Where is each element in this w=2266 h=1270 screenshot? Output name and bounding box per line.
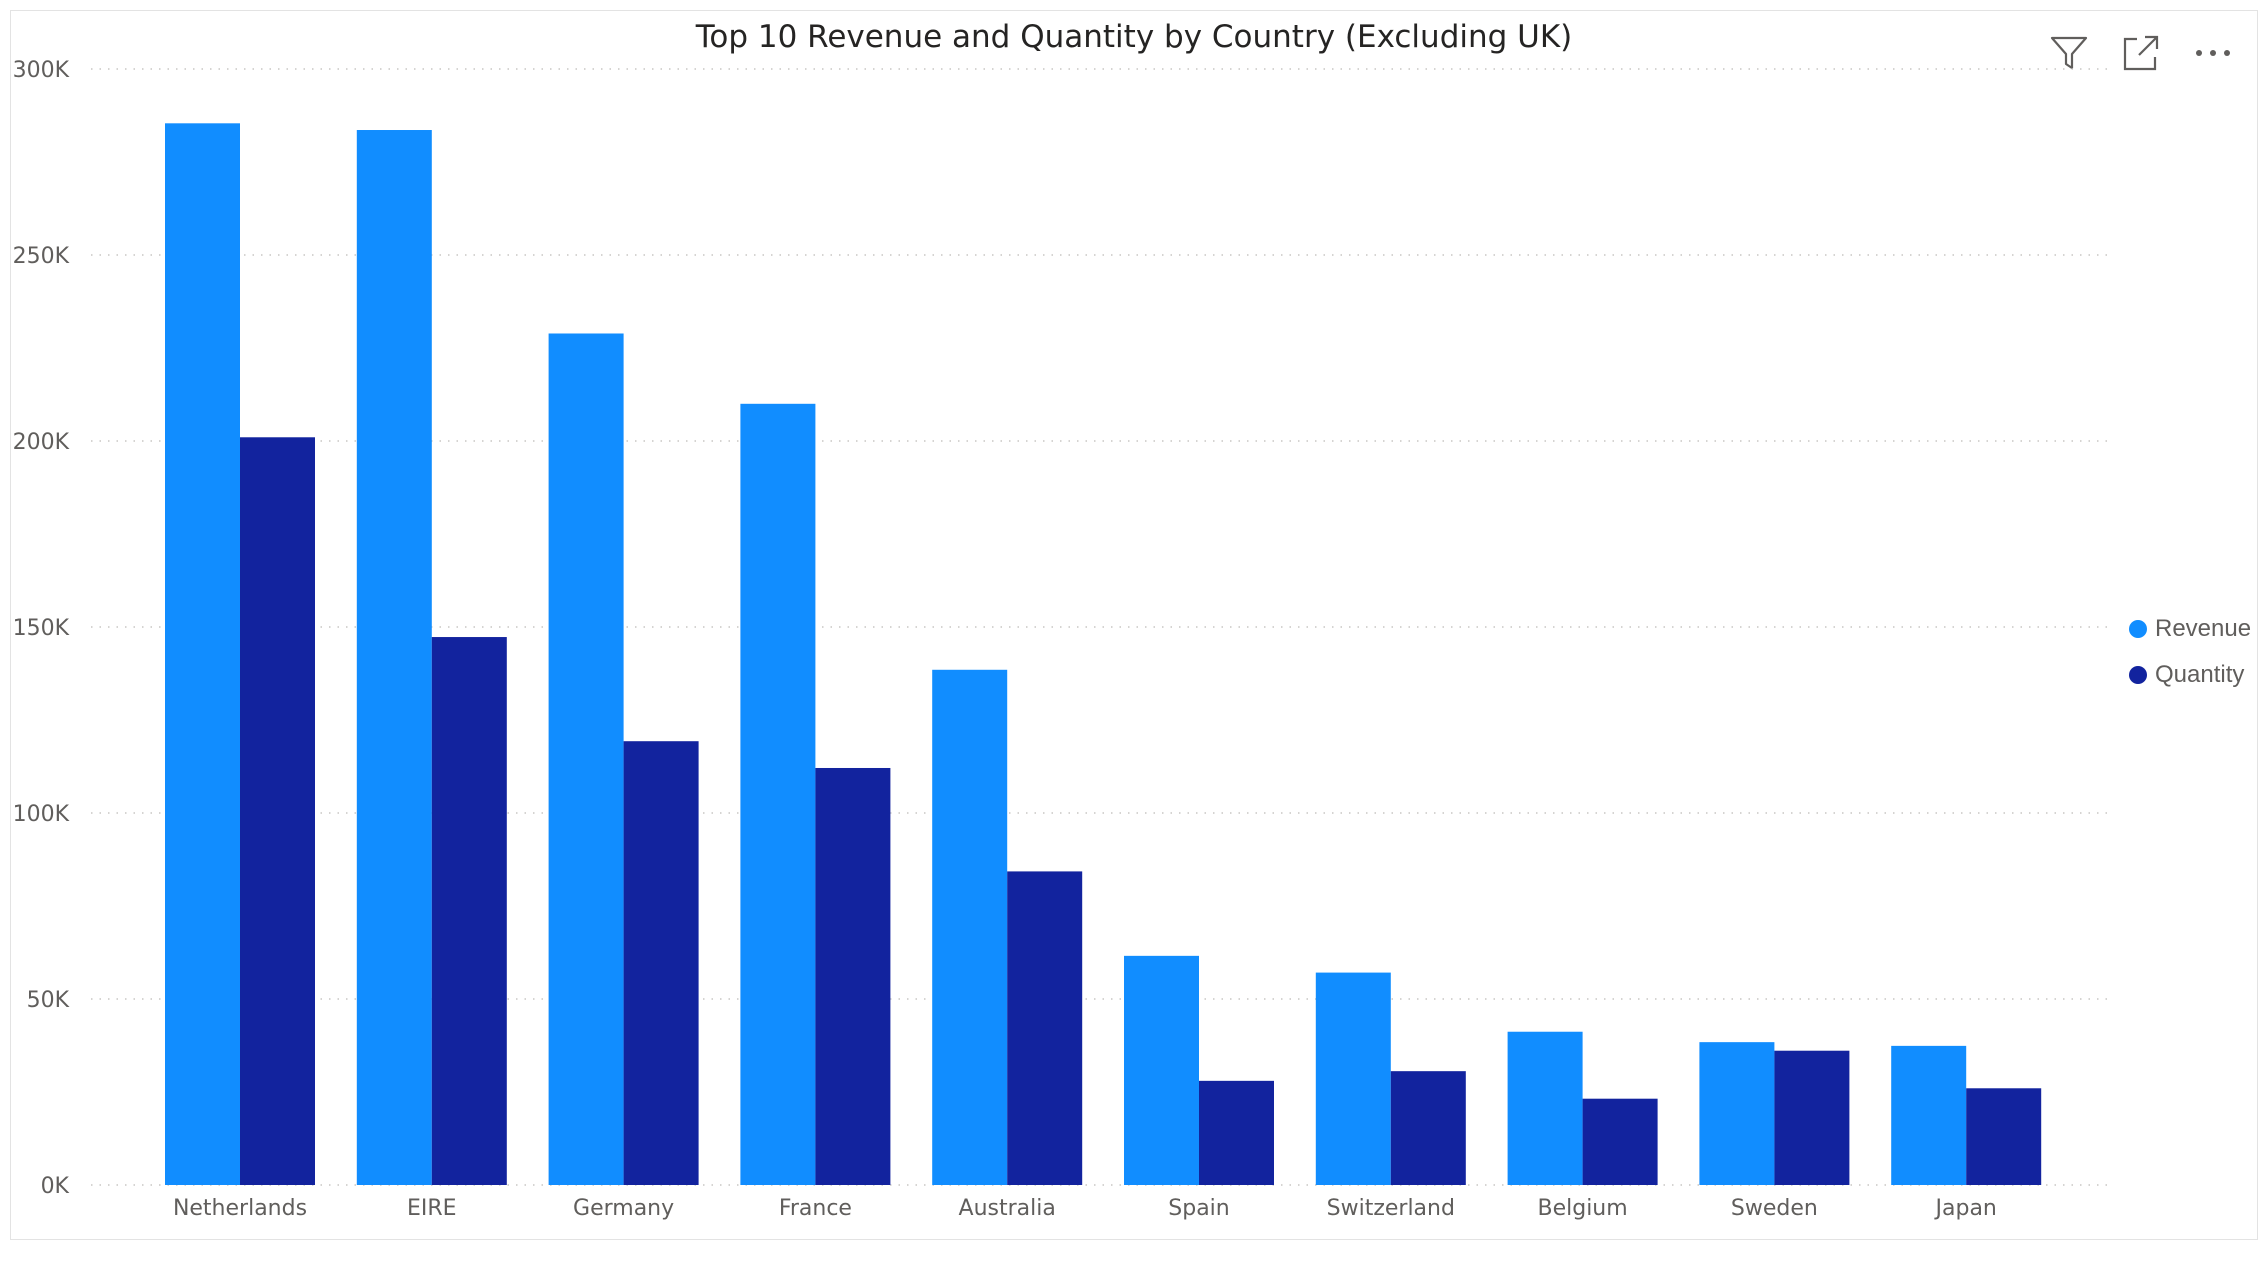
legend: Revenue Quantity bbox=[2129, 606, 2251, 698]
legend-item-revenue[interactable]: Revenue bbox=[2129, 606, 2251, 652]
bar-revenue-belgium[interactable] bbox=[1507, 1031, 1583, 1185]
bar-quantity-spain[interactable] bbox=[1199, 1080, 1274, 1185]
y-tick-label: 150K bbox=[13, 616, 70, 641]
x-tick-label: Japan bbox=[1934, 1196, 1997, 1221]
bar-revenue-france[interactable] bbox=[740, 403, 816, 1185]
y-tick-label: 0K bbox=[41, 1174, 70, 1199]
y-tick-label: 200K bbox=[13, 430, 70, 455]
focus-mode-icon[interactable] bbox=[2119, 31, 2163, 75]
y-tick-label: 300K bbox=[13, 58, 70, 83]
filter-icon[interactable] bbox=[2047, 31, 2091, 75]
bar-quantity-belgium[interactable] bbox=[1582, 1098, 1658, 1185]
legend-item-quantity[interactable]: Quantity bbox=[2129, 652, 2251, 698]
x-tick-label: Sweden bbox=[1731, 1196, 1818, 1221]
bar-revenue-japan[interactable] bbox=[1891, 1045, 1967, 1185]
x-tick-label: Belgium bbox=[1537, 1196, 1627, 1221]
bar-quantity-eire[interactable] bbox=[431, 637, 507, 1185]
bar-quantity-germany[interactable] bbox=[623, 741, 699, 1185]
x-tick-label: France bbox=[779, 1196, 852, 1221]
bar-revenue-germany[interactable] bbox=[548, 333, 624, 1185]
revenue-legend-marker bbox=[2129, 620, 2147, 638]
x-tick-label: Switzerland bbox=[1327, 1196, 1455, 1221]
bar-revenue-australia[interactable] bbox=[932, 669, 1008, 1185]
quantity-legend-marker bbox=[2129, 666, 2147, 684]
bar-quantity-sweden[interactable] bbox=[1774, 1050, 1850, 1185]
y-tick-label: 250K bbox=[13, 244, 70, 269]
chart-title: Top 10 Revenue and Quantity by Country (… bbox=[695, 19, 1573, 55]
bar-revenue-sweden[interactable] bbox=[1699, 1042, 1775, 1185]
more-options-icon[interactable] bbox=[2191, 31, 2235, 75]
bar-revenue-netherlands[interactable] bbox=[165, 123, 240, 1185]
bar-revenue-eire[interactable] bbox=[356, 130, 432, 1185]
x-tick-label: Australia bbox=[959, 1196, 1056, 1221]
bar-quantity-australia[interactable] bbox=[1007, 871, 1083, 1185]
bar-quantity-france[interactable] bbox=[815, 767, 891, 1185]
chart-visual[interactable]: Top 10 Revenue and Quantity by Country (… bbox=[10, 10, 2258, 1240]
y-tick-label: 50K bbox=[27, 988, 70, 1013]
x-tick-label: Netherlands bbox=[173, 1196, 307, 1221]
x-tick-label: Spain bbox=[1168, 1196, 1229, 1221]
bar-quantity-switzerland[interactable] bbox=[1390, 1071, 1466, 1185]
y-tick-label: 100K bbox=[13, 802, 70, 827]
bar-revenue-switzerland[interactable] bbox=[1315, 972, 1391, 1185]
legend-label-revenue: Revenue bbox=[2155, 615, 2252, 642]
bar-revenue-spain[interactable] bbox=[1124, 955, 1199, 1185]
bar-quantity-japan[interactable] bbox=[1966, 1088, 2042, 1185]
visual-header-icons bbox=[2047, 31, 2235, 75]
x-tick-label: Germany bbox=[573, 1196, 674, 1221]
x-tick-label: EIRE bbox=[407, 1196, 457, 1221]
legend-label-quantity: Quantity bbox=[2155, 661, 2245, 688]
bar-chart: 0K 50K 100K 150K 200K 250K 300K Netherlands EIRE… bbox=[13, 58, 2111, 1221]
bar-quantity-netherlands[interactable] bbox=[240, 437, 315, 1185]
